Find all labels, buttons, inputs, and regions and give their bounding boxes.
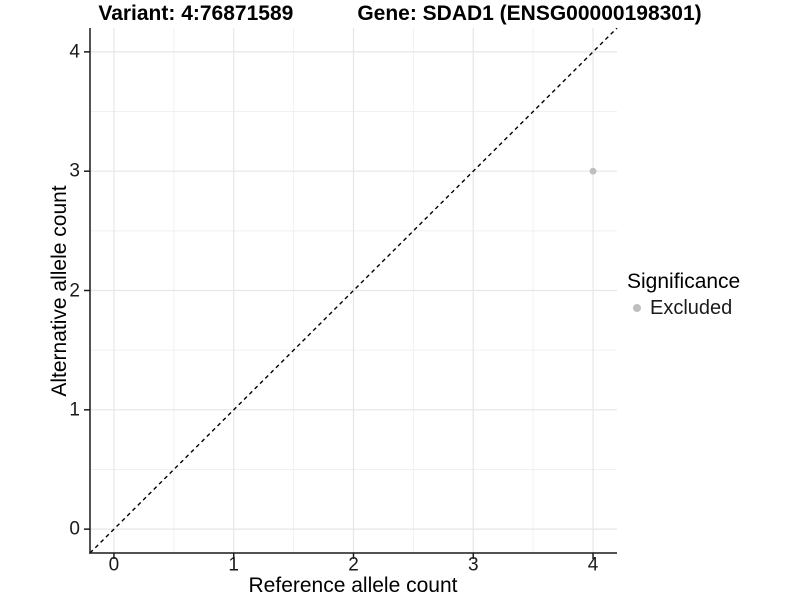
x-tick-label: 4 xyxy=(587,554,599,576)
legend-item-label: Excluded xyxy=(650,296,733,319)
legend-title: Significance xyxy=(627,270,741,293)
legend-key-dot-icon xyxy=(632,304,641,312)
plot-title: Variant: 4:76871589 Gene: SDAD1 (ENSG000… xyxy=(0,2,800,26)
plot-panel xyxy=(84,28,618,559)
legend-key xyxy=(627,299,646,318)
x-tick-label: 2 xyxy=(348,554,359,576)
x-axis-title: Reference allele count xyxy=(248,574,458,597)
x-tick-label: 3 xyxy=(467,554,479,576)
data-point xyxy=(589,167,597,175)
identity-line xyxy=(89,28,618,554)
plot-title-variant: Variant: 4:76871589 xyxy=(98,2,294,25)
plot-title-gene: Gene: SDAD1 (ENSG00000198301) xyxy=(357,2,702,25)
x-tick-label: 1 xyxy=(228,554,240,576)
legend: Significance Excluded xyxy=(627,270,740,320)
x-tick-label: 0 xyxy=(108,554,120,576)
y-tick-label: 0 xyxy=(69,518,80,540)
y-tick-label: 1 xyxy=(69,399,80,421)
y-tick-label: 4 xyxy=(69,41,80,63)
y-tick-label: 2 xyxy=(69,280,80,301)
y-axis-title: Alternative allele count xyxy=(48,185,71,397)
legend-item-excluded: Excluded xyxy=(627,296,740,320)
y-tick-label: 3 xyxy=(69,160,80,182)
